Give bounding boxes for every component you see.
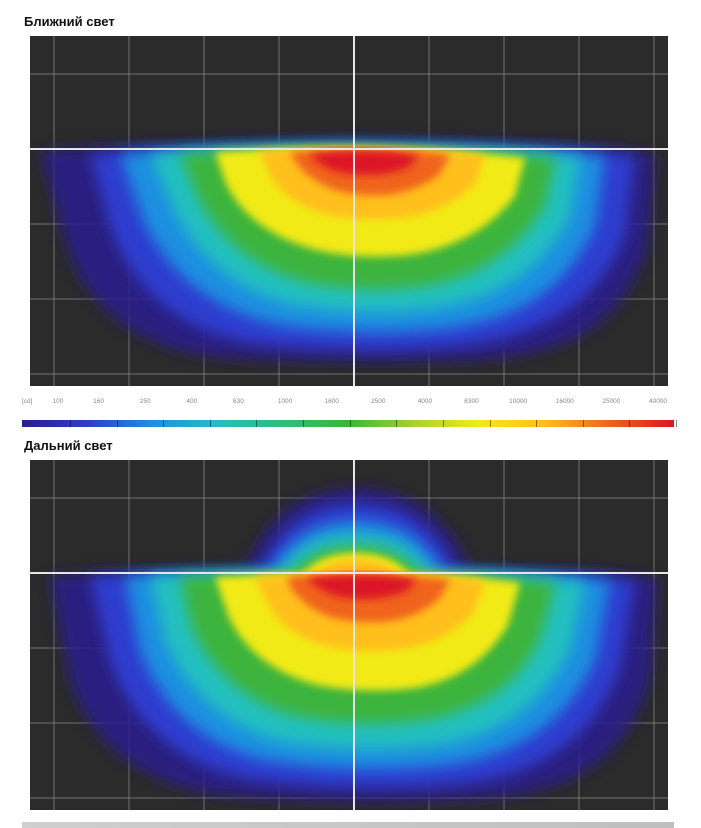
scale-tick-label: 25000: [602, 398, 621, 405]
scale-unit-label: [cd]: [22, 398, 33, 405]
scale-tick-label: 4000: [417, 398, 433, 405]
low-beam-plot: [30, 36, 668, 386]
colorbar-tick-mark: [442, 420, 444, 427]
high-beam-heatmap: [30, 460, 668, 810]
scale-tick-label: 6300: [464, 398, 479, 405]
colorbar-tick-mark: [676, 420, 677, 427]
scale-tick-label: 400: [186, 398, 198, 405]
high-beam-title: Дальний свет: [24, 438, 113, 453]
colorbar-tick-mark: [349, 420, 351, 427]
scale-tick-label: 630: [233, 398, 244, 405]
scale-tick-label: 1600: [324, 398, 339, 405]
colorbar-tick-mark: [536, 420, 538, 427]
colorbar-tick-mark: [163, 420, 165, 427]
high-beam-intensity-field: [50, 488, 658, 802]
colorbar-tick-mark: [629, 420, 631, 427]
scale-tick-label: 2500: [371, 398, 386, 405]
high-beam-level-40000: [308, 575, 416, 599]
colorbar: [22, 420, 674, 427]
colorbar-tick-mark: [256, 420, 258, 427]
colorbar-tick-mark: [582, 420, 584, 427]
colorbar-tick-mark: [209, 420, 211, 427]
low-beam-axes: [30, 36, 668, 386]
scale-tick-label: 100: [52, 398, 64, 405]
colorbar-tick-mark: [70, 420, 71, 427]
low-beam-intensity-field: [40, 140, 655, 362]
high-beam-plot: [30, 460, 668, 810]
colorbar-tick-mark: [116, 420, 118, 427]
scale-tick-label: 16000: [555, 398, 574, 405]
scale-tick-label: 160: [93, 398, 105, 405]
low-beam-level-40000: [310, 151, 418, 175]
intensity-scale: [cd] 100 160 250 400 630 1000 1600 2500 4000 6300…: [22, 398, 677, 430]
colorbar-tick-mark: [396, 420, 398, 427]
colorbar-tick-mark: [303, 420, 305, 427]
scale-tick-label: 10000: [509, 398, 528, 405]
low-beam-title: Ближний свет: [24, 14, 115, 29]
high-beam-axes: [30, 460, 668, 810]
bottom-scale-strip: [22, 822, 674, 828]
scale-tick-label: 40000: [648, 398, 668, 405]
scale-tick-label: 250: [139, 398, 151, 405]
colorbar-tick-mark: [489, 420, 491, 427]
scale-tick-label: 1000: [277, 398, 293, 405]
low-beam-heatmap: [30, 36, 668, 386]
